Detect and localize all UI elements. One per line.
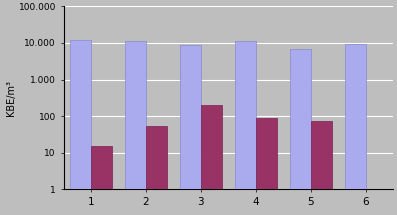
Bar: [180, 45, 201, 215]
Bar: [310, 121, 331, 215]
Bar: [235, 41, 256, 215]
Bar: [290, 49, 310, 215]
Bar: [146, 126, 167, 215]
Bar: [70, 40, 91, 215]
Bar: [125, 41, 146, 215]
Bar: [91, 146, 112, 215]
Bar: [256, 118, 277, 215]
Bar: [345, 44, 366, 215]
Bar: [201, 105, 222, 215]
Y-axis label: KBE/m³: KBE/m³: [6, 80, 16, 116]
